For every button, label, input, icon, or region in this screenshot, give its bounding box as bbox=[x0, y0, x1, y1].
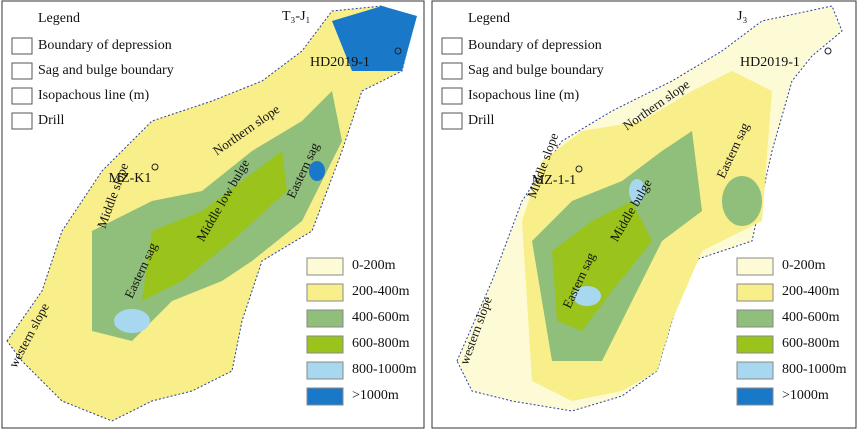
map-zone bbox=[573, 286, 601, 306]
thickness-swatch bbox=[306, 361, 344, 380]
legend-icon bbox=[441, 112, 463, 130]
well bbox=[824, 47, 832, 55]
thickness-swatch bbox=[306, 309, 344, 328]
well bbox=[575, 165, 583, 173]
thickness-swatch bbox=[306, 257, 344, 276]
thickness-label: 400-600m bbox=[782, 310, 840, 325]
legend-item: Drill bbox=[468, 113, 495, 128]
panel: Legend Boundary of depression Sag and bulg… bbox=[1, 0, 425, 429]
legend-item: Sag and bulge boundary bbox=[468, 63, 604, 78]
legend-item: Sag and bulge boundary bbox=[38, 63, 174, 78]
legend-item: Isopachous line (m) bbox=[38, 88, 150, 103]
period-label: T₃-J₁ bbox=[282, 9, 310, 24]
thickness-label: 800-1000m bbox=[352, 362, 417, 377]
thickness-swatch bbox=[736, 387, 774, 406]
well bbox=[394, 47, 402, 55]
legend-icon bbox=[441, 37, 463, 55]
thickness-label: 200-400m bbox=[782, 284, 840, 299]
legend-title: Legend bbox=[468, 11, 510, 26]
thickness-label: 200-400m bbox=[352, 284, 410, 299]
well-label: HD2019-1 bbox=[740, 55, 800, 70]
legend-item: Isopachous line (m) bbox=[468, 88, 580, 103]
map-zone bbox=[629, 179, 645, 203]
legend-icon bbox=[441, 87, 463, 105]
legend-item: Boundary of depression bbox=[38, 38, 172, 53]
thickness-swatch bbox=[736, 257, 774, 276]
thickness-swatch bbox=[736, 361, 774, 380]
legend-item: Boundary of depression bbox=[468, 38, 602, 53]
well bbox=[151, 163, 159, 171]
thickness-label: 800-1000m bbox=[782, 362, 847, 377]
legend-icon bbox=[11, 37, 33, 55]
thickness-swatch bbox=[736, 335, 774, 354]
thickness-label: 600-800m bbox=[352, 336, 410, 351]
well-label: HD2019-1 bbox=[310, 55, 370, 70]
legend-item: Drill bbox=[38, 113, 65, 128]
well-label: MZ-K1 bbox=[109, 171, 152, 186]
thickness-label: 400-600m bbox=[352, 310, 410, 325]
thickness-label: 600-800m bbox=[782, 336, 840, 351]
thickness-label: 0-200m bbox=[352, 258, 396, 273]
thickness-label: >1000m bbox=[352, 388, 399, 403]
period-label: J₃ bbox=[737, 9, 747, 24]
legend-icon bbox=[441, 62, 463, 80]
thickness-swatch bbox=[736, 309, 774, 328]
legend-icon bbox=[11, 87, 33, 105]
thickness-swatch bbox=[306, 387, 344, 406]
thickness-swatch bbox=[306, 335, 344, 354]
legend-title: Legend bbox=[38, 11, 80, 26]
panel: Legend Boundary of depression Sag and bulg… bbox=[431, 0, 857, 429]
well-label: MZ-1-1 bbox=[532, 173, 576, 188]
map-zone bbox=[722, 176, 762, 226]
map-zone bbox=[114, 309, 150, 333]
map-zone bbox=[309, 161, 325, 181]
thickness-label: 0-200m bbox=[782, 258, 826, 273]
thickness-label: >1000m bbox=[782, 388, 829, 403]
thickness-swatch bbox=[736, 283, 774, 302]
legend-icon bbox=[11, 62, 33, 80]
legend-icon bbox=[11, 112, 33, 130]
map-zone bbox=[332, 6, 417, 71]
map-zone bbox=[142, 151, 287, 301]
thickness-swatch bbox=[306, 283, 344, 302]
